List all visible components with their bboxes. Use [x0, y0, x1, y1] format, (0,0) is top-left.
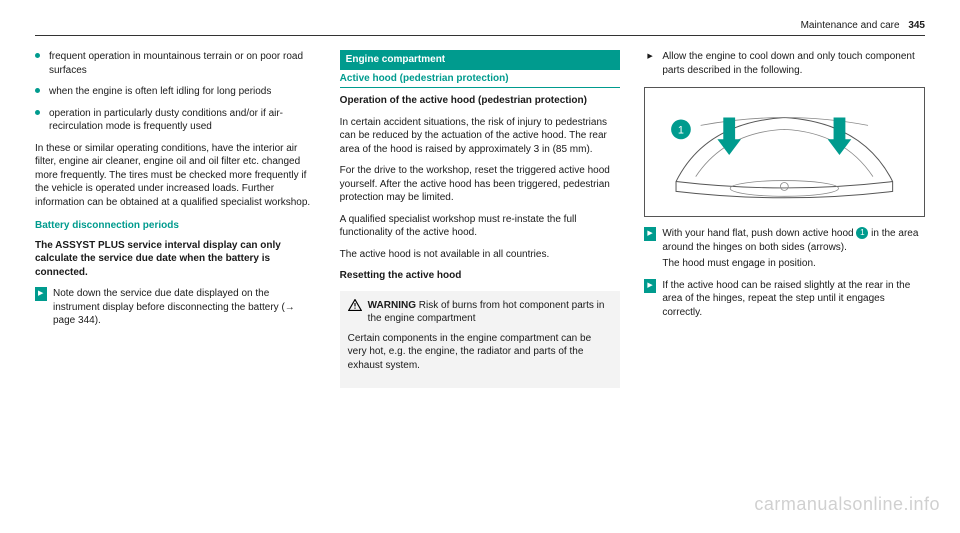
conditions-list: frequent operation in mountainous terrai…: [35, 50, 316, 134]
watermark: carmanualsonline.info: [754, 494, 940, 515]
action-item: Note down the service due date displayed…: [35, 287, 316, 328]
list-item: when the engine is often left idling for…: [35, 85, 316, 99]
battery-heading: Battery disconnection periods: [35, 219, 316, 233]
svg-text:1: 1: [678, 124, 684, 136]
action-marker-icon: [644, 227, 656, 241]
subheading: Operation of the active hood (pedestrian…: [340, 94, 621, 108]
page-header: Maintenance and care 345: [35, 20, 925, 36]
action-text: With your hand flat, push down active ho…: [662, 227, 925, 271]
page-number: 345: [908, 20, 925, 31]
paragraph: A qualified specialist workshop must re-…: [340, 213, 621, 240]
warning-body: Certain components in the engine compart…: [348, 332, 613, 373]
action-marker-icon: [644, 50, 656, 64]
paragraph: In certain accident situations, the risk…: [340, 116, 621, 157]
active-hood-heading: Active hood (pedestrian protection): [340, 72, 621, 89]
action-item: Allow the engine to cool down and only t…: [644, 50, 925, 77]
warning-triangle-icon: [348, 299, 362, 311]
action-item: If the active hood can be raised slightl…: [644, 279, 925, 320]
warning-head-text: WARNING Risk of burns from hot com­ponen…: [368, 299, 613, 326]
section-title: Maintenance and care: [801, 20, 900, 31]
content-columns: frequent operation in mountainous terrai…: [35, 50, 925, 513]
paragraph: For the drive to the workshop, reset the…: [340, 164, 621, 205]
action-item: With your hand flat, push down active ho…: [644, 227, 925, 271]
action-text: Allow the engine to cool down and only t…: [662, 50, 925, 77]
action-text: Note down the service due date displayed…: [53, 287, 316, 328]
action-text: If the active hood can be raised slightl…: [662, 279, 925, 320]
warning-box: WARNING Risk of burns from hot com­ponen…: [340, 291, 621, 389]
engine-compartment-bar: Engine compartment: [340, 50, 621, 70]
action-marker-icon: [644, 279, 656, 293]
warning-label: WARNING: [368, 300, 416, 311]
action-marker-icon: [35, 287, 47, 301]
paragraph: The active hood is not available in all …: [340, 248, 621, 262]
column-2: Engine compartment Active hood (pedestri…: [340, 50, 621, 513]
subheading: Resetting the active hood: [340, 269, 621, 283]
paragraph: In these or similar operating conditions…: [35, 142, 316, 210]
hood-diagram: 1: [644, 87, 925, 217]
column-1: frequent operation in mountainous terrai…: [35, 50, 316, 513]
list-item: frequent operation in mountainous terrai…: [35, 50, 316, 77]
callout-1-icon: 1: [856, 227, 868, 239]
paragraph-bold: The ASSYST PLUS service interval display…: [35, 239, 316, 280]
list-item: operation in particularly dusty conditio…: [35, 107, 316, 134]
column-3: Allow the engine to cool down and only t…: [644, 50, 925, 513]
